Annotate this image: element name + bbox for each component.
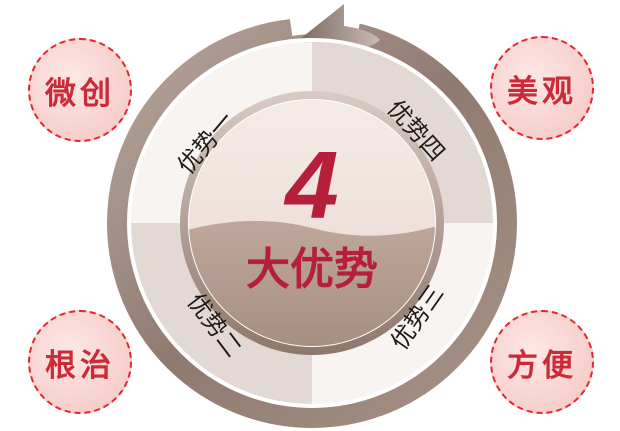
center-number: 4 (283, 132, 338, 239)
bubble-top-left: 微创 (28, 38, 132, 142)
bubble-bottom-left: 根治 (28, 310, 132, 414)
bubble-label-convenient: 方便 (507, 347, 577, 384)
center-disc (189, 100, 435, 346)
cycle-arrow-icon (300, 4, 380, 74)
bubble-label-radical-cure: 根治 (45, 347, 115, 384)
bubble-label-aesthetic: 美观 (507, 73, 577, 110)
center-label: 大优势 (246, 244, 378, 295)
bubble-label-minimally-invasive: 微创 (45, 75, 115, 112)
bubble-top-right: 美观 (490, 36, 594, 140)
bubble-bottom-right: 方便 (490, 310, 594, 414)
